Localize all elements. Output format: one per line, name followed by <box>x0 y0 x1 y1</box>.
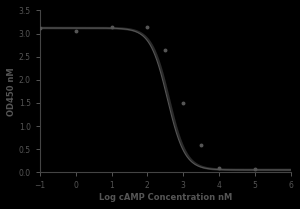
X-axis label: Log cAMP Concentration nM: Log cAMP Concentration nM <box>99 193 232 202</box>
Y-axis label: OD450 nM: OD450 nM <box>7 67 16 116</box>
